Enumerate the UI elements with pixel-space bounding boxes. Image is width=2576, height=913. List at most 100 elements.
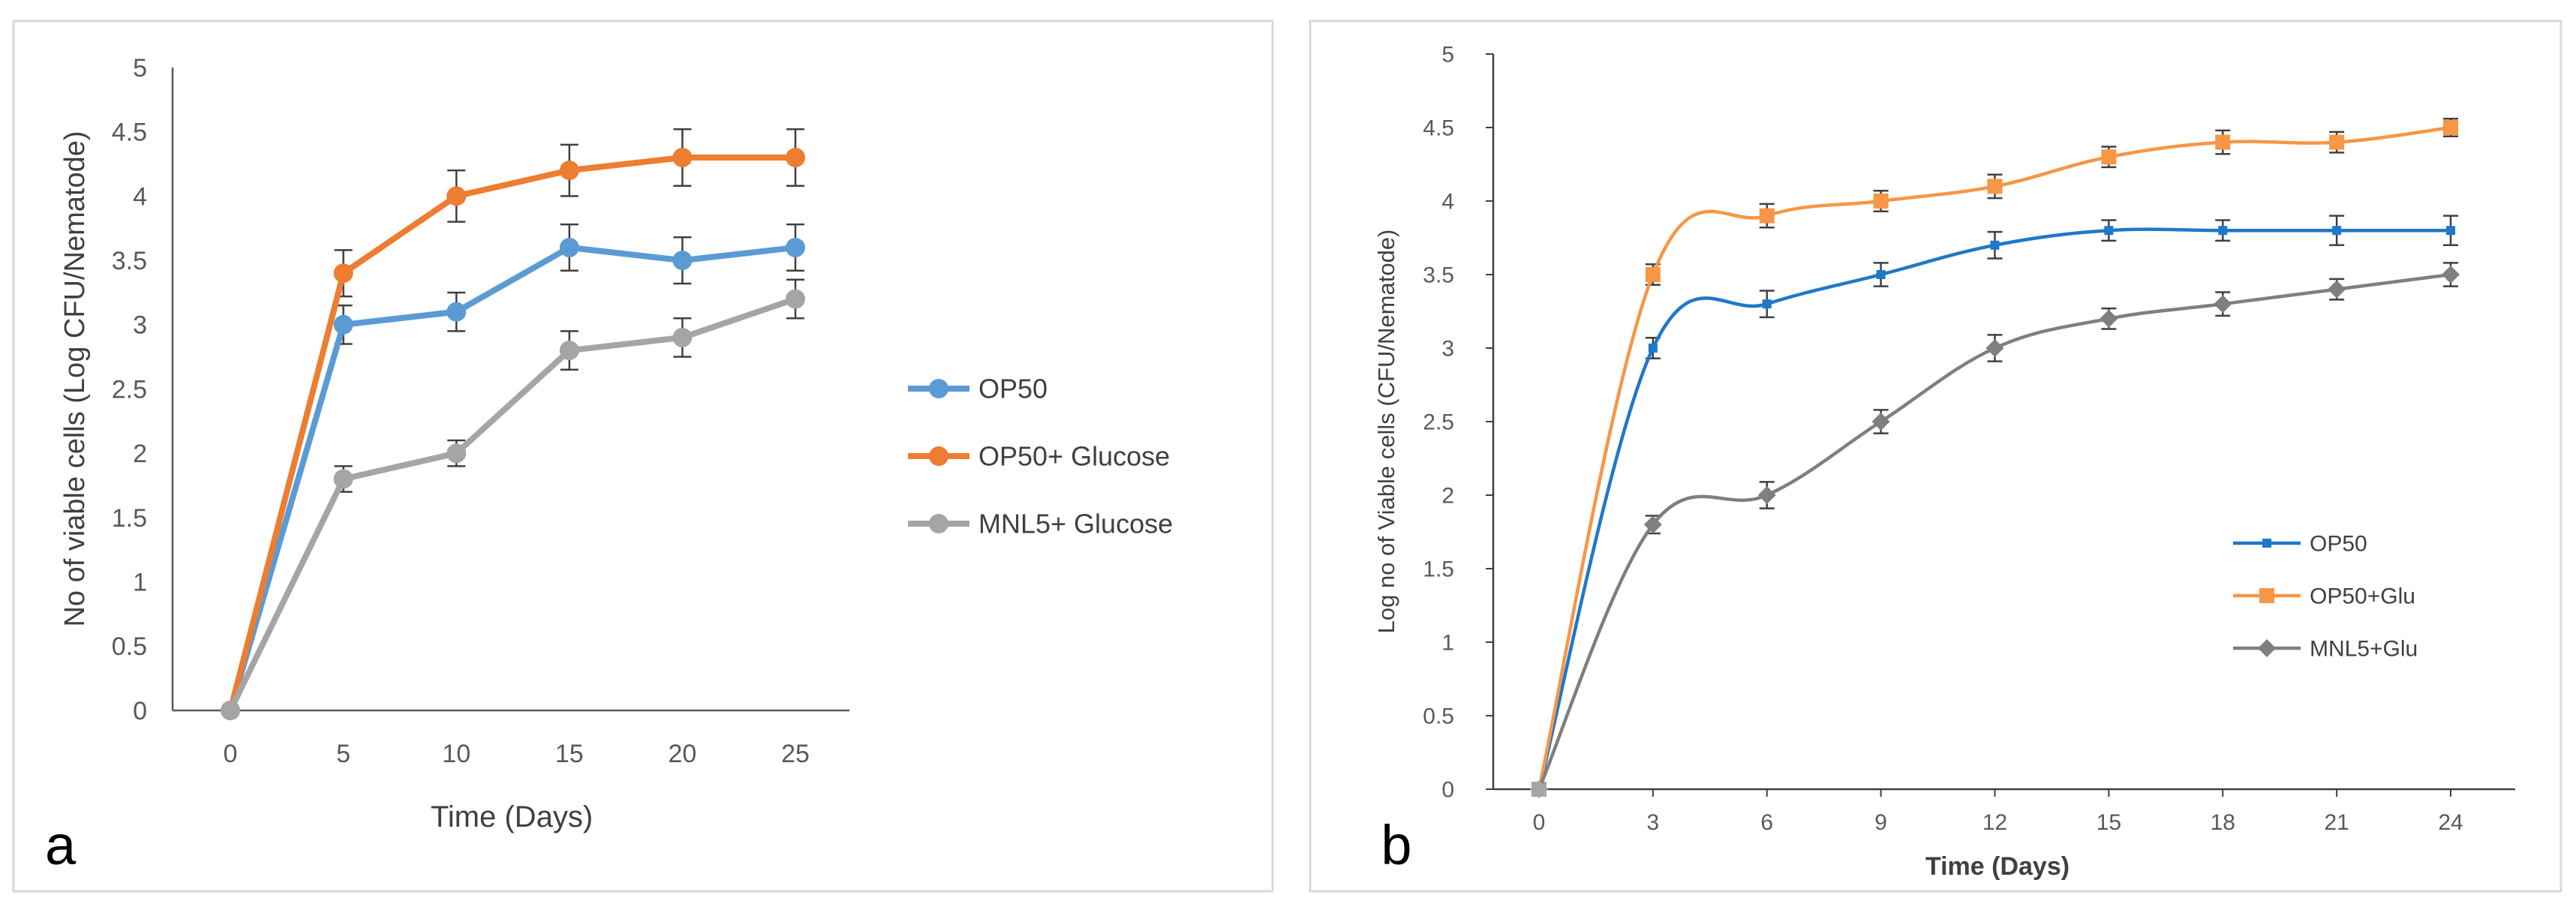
chart-panel-a: No of viable cells (Log CFU/Nematode) Ti… (12, 20, 1274, 893)
chart-a-y-tick-label: 3.5 (112, 247, 147, 275)
chart-a-series-op50-glucose-point (672, 147, 693, 167)
chart-b-series-mnl5-glu-point (1985, 339, 2004, 357)
chart-b-series-mnl5-glu-point (1530, 780, 1548, 798)
chart-a-y-tick-label: 4 (133, 182, 147, 211)
chart-b-svg: Log no of Viable cells (CFU/Nematode) Ti… (1309, 20, 2562, 893)
chart-a-x-tick-label: 20 (668, 740, 696, 768)
chart-b-y-axis-label: Log no of Viable cells (CFU/Nematode) (1373, 230, 1399, 634)
chart-b-y-tick-label: 2 (1441, 484, 1454, 509)
chart-b-y-tick-label: 1 (1441, 631, 1454, 656)
chart-a-legend-point (929, 379, 948, 398)
chart-b-series-op50-glu-point (2329, 134, 2345, 150)
chart-a-legend-item-op50-glucose: OP50+ Glucose (908, 441, 1170, 472)
chart-a-series-op50-line (227, 244, 796, 712)
chart-b-series-op50-point (1648, 344, 1658, 353)
chart-a-y-tick-label: 1 (133, 569, 147, 597)
chart-b-y-tick-label: 0.5 (1423, 704, 1454, 729)
chart-b-series-op50-point (2332, 226, 2342, 236)
chart-b-series-mnl5-glu-point (2442, 266, 2460, 284)
chart-b-series-op50-point (2104, 226, 2114, 236)
chart-a-y-tick-label: 1.5 (112, 504, 147, 533)
chart-b-x-tick-label: 0 (1533, 810, 1546, 835)
chart-b-x-tick-label: 15 (2097, 810, 2121, 835)
chart-a-legend-item-op50: OP50 (908, 374, 1048, 404)
chart-b-y-tick-label: 4 (1441, 190, 1454, 215)
chart-a-series-mnl5-glucose-point (786, 289, 805, 309)
chart-a-series-op50-glucose-point (559, 161, 579, 181)
chart-b-x-tick-label: 21 (2324, 810, 2349, 835)
chart-b-y-tick-label: 3.5 (1423, 263, 1454, 288)
chart-a-x-tick-label: 10 (442, 740, 470, 768)
chart-b-series-mnl5-glu-point (2328, 280, 2346, 299)
chart-a-x-tick-label: 5 (336, 740, 350, 768)
chart-a-legend-label: OP50+ Glucose (978, 441, 1170, 472)
chart-b-legend-label: OP50+Glu (2310, 584, 2415, 609)
chart-a-series-op50-glucose-point (446, 186, 467, 206)
chart-b-x-tick-label: 3 (1647, 810, 1660, 835)
chart-b-series-op50-line (1537, 227, 2451, 790)
chart-b-series-op50-point (1990, 240, 2000, 250)
chart-a-x-tick-label: 25 (781, 740, 810, 768)
chart-b-series-op50-glu-point (1873, 194, 1889, 209)
chart-a-series-op50-point (559, 237, 579, 257)
chart-a-legend-label: OP50 (978, 374, 1048, 404)
chart-b-y-tick-label: 0 (1441, 778, 1454, 803)
chart-a-legend-label: MNL5+ Glucose (978, 509, 1173, 539)
chart-a-series-op50-glucose-line (227, 154, 795, 712)
chart-b-y-tick-label: 2.5 (1423, 410, 1454, 435)
chart-b-series-op50-glu-point (1645, 267, 1661, 282)
chart-a-legend-item-mnl5-glucose: MNL5+ Glucose (908, 509, 1173, 539)
chart-a-series-mnl5-glucose (221, 278, 805, 720)
chart-a-y-tick-label: 0 (133, 697, 147, 725)
chart-b-y-tick-label: 1.5 (1423, 557, 1454, 582)
chart-b-x-tick-label: 18 (2211, 810, 2235, 835)
chart-b-x-axis-label: Time (Days) (1925, 852, 2070, 881)
chart-b-series-mnl5-glu-point (1757, 486, 1776, 504)
chart-b-series-op50-point (1762, 299, 1772, 309)
chart-a-series-mnl5-glucose-point (672, 327, 693, 347)
chart-b-x-tick-label: 24 (2438, 810, 2463, 835)
chart-a-series-mnl5-glucose-point (446, 443, 467, 464)
chart-b-legend-item-op50: OP50 (2233, 532, 2367, 557)
chart-b-series-op50-point (1876, 270, 1886, 279)
chart-a-series-op50-glucose-point (786, 147, 805, 167)
chart-a-x-axis-label: Time (Days) (431, 800, 593, 833)
chart-b-series-mnl5-glu-point (2100, 309, 2118, 328)
chart-b-series-mnl5-glu (1530, 262, 2460, 798)
chart-b-series-op50-point (2446, 226, 2455, 236)
chart-b-series-op50-point (2218, 226, 2228, 236)
chart-a-series-op50-glucose-point (333, 263, 353, 284)
chart-a-series-mnl5-glucose-point (559, 341, 579, 361)
chart-b-legend-label: MNL5+Glu (2310, 637, 2418, 662)
chart-a-series-mnl5-glucose-point (221, 701, 240, 720)
chart-a-x-tick-label: 15 (555, 740, 584, 768)
chart-b-legend-point (2258, 639, 2276, 657)
chart-a-series-op50-point (446, 302, 467, 322)
chart-b-legend-label: OP50 (2310, 532, 2367, 557)
chart-a-series-mnl5-glucose-point (333, 469, 353, 489)
chart-b-y-tick-label: 4.5 (1423, 116, 1454, 141)
chart-b-legend-point (2259, 588, 2274, 603)
chart-b-series-mnl5-glu-point (1643, 515, 1662, 534)
chart-a-y-tick-label: 2 (133, 440, 147, 468)
chart-b-series-op50-glu-point (1759, 208, 1775, 224)
chart-b-series-op50-glu-point (2215, 134, 2231, 150)
chart-b-frame (1309, 20, 2562, 893)
chart-a-y-tick-label: 2.5 (112, 375, 147, 404)
chart-panel-b: Log no of Viable cells (CFU/Nematode) Ti… (1288, 0, 2576, 913)
chart-b-x-tick-label: 6 (1760, 810, 1773, 835)
chart-b-series-op50-glu-point (2101, 149, 2117, 165)
chart-b-series-op50-glu-line (1537, 125, 2451, 790)
chart-b-series-mnl5-glu-point (2214, 295, 2232, 314)
chart-b-legend-item-op50-glu: OP50+Glu (2233, 584, 2415, 609)
chart-a-series-op50-point (672, 251, 693, 271)
chart-b-x-tick-label: 9 (1874, 810, 1887, 835)
chart-a-series-op50-point (333, 314, 353, 335)
chart-b-legend-point (2262, 539, 2271, 548)
chart-a-series-op50-point (786, 237, 805, 257)
chart-a-legend-point (929, 446, 948, 466)
chart-b-series-mnl5-glu-point (1871, 413, 1890, 431)
chart-b-panel-label: b (1381, 814, 1411, 876)
chart-a-legend: OP50 OP50+ Glucose MNL5+ Glucose (908, 374, 1173, 539)
chart-a-y-tick-label: 3 (133, 311, 147, 340)
